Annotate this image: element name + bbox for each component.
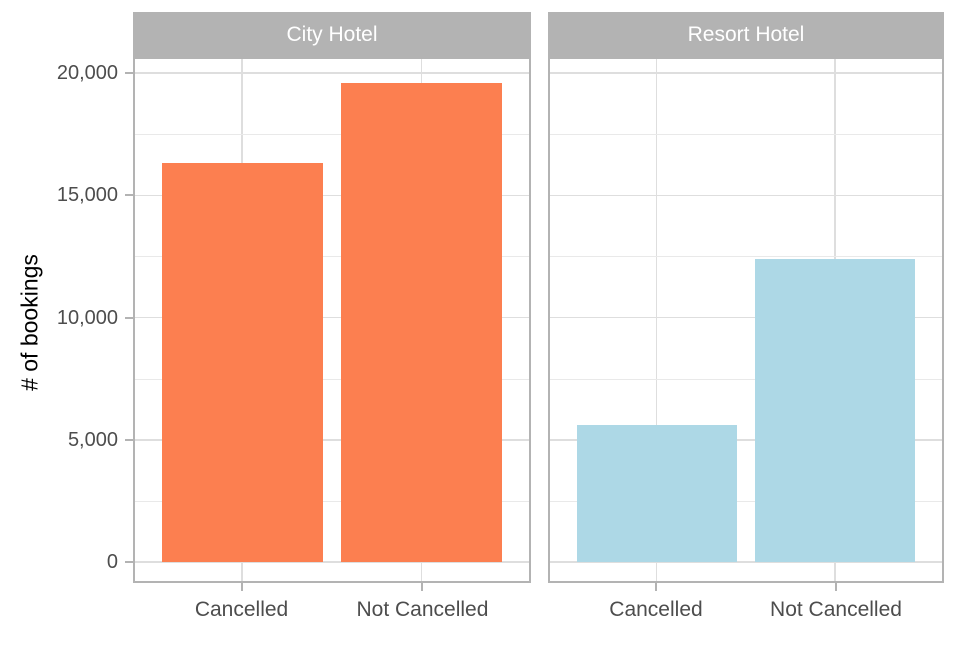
y-tick-label-5000: 5,000 xyxy=(67,428,118,451)
x-tick-mark xyxy=(421,583,424,591)
y-tick-mark xyxy=(125,194,133,197)
x-tick-label-cancelled: Cancelled xyxy=(194,598,289,621)
y-tick-label-10000: 10,000 xyxy=(56,306,118,329)
bar-resort-hotel-not-cancelled xyxy=(754,258,916,562)
bar-resort-hotel-cancelled xyxy=(576,425,738,562)
x-tick-mark xyxy=(654,583,657,591)
plot-area-resort-hotel xyxy=(548,57,944,583)
y-tick-mark xyxy=(125,438,133,441)
y-tick-mark xyxy=(125,316,133,319)
y-tick-mark xyxy=(125,72,133,74)
y-tick-label-20000: 20,000 xyxy=(56,62,118,84)
gridline-major xyxy=(135,194,529,196)
gridline-vertical xyxy=(655,59,658,581)
facet-strip-resort-hotel: Resort Hotel xyxy=(548,12,944,57)
gridline-major xyxy=(135,561,529,563)
gridline-major xyxy=(550,194,942,196)
gridline-minor xyxy=(135,500,529,502)
x-tick-mark xyxy=(240,583,243,591)
gridline-minor xyxy=(135,256,529,258)
gridline-minor xyxy=(135,134,529,136)
gridline-major xyxy=(135,72,529,74)
gridline-minor xyxy=(550,378,942,380)
x-tick-label-not-cancelled: Not Cancelled xyxy=(356,598,489,621)
gridline-major xyxy=(550,72,942,74)
gridline-major xyxy=(135,316,529,319)
y-tick-mark xyxy=(125,561,133,563)
gridline-minor xyxy=(135,378,529,380)
y-tick-label-0: 0 xyxy=(106,551,118,573)
gridline-minor xyxy=(550,500,942,502)
plot-area-city-hotel xyxy=(133,57,531,583)
bar-city-hotel-cancelled xyxy=(161,163,324,562)
gridline-major xyxy=(550,439,942,441)
gridline-minor xyxy=(550,256,942,258)
gridline-minor xyxy=(550,134,942,136)
gridline-major xyxy=(550,316,942,319)
y-tick-label-15000: 15,000 xyxy=(56,184,118,207)
x-tick-label-cancelled: Cancelled xyxy=(609,598,703,621)
gridline-major xyxy=(135,439,529,441)
bar-city-hotel-not-cancelled xyxy=(340,82,503,562)
x-tick-mark xyxy=(835,583,837,591)
gridline-major xyxy=(550,561,942,563)
x-tick-label-not-cancelled: Not Cancelled xyxy=(770,598,902,621)
facet-strip-city-hotel: City Hotel xyxy=(133,12,531,57)
